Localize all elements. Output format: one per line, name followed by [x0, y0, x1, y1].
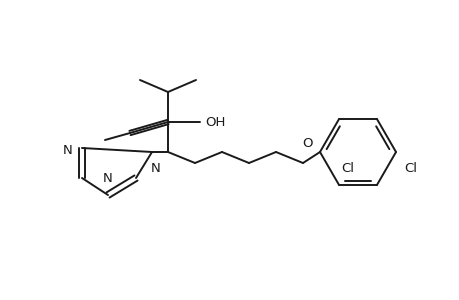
Text: O: O	[302, 137, 313, 150]
Text: OH: OH	[205, 116, 225, 128]
Text: N: N	[63, 143, 73, 157]
Text: N: N	[103, 172, 112, 185]
Text: Cl: Cl	[340, 162, 353, 175]
Text: N: N	[151, 162, 161, 175]
Text: Cl: Cl	[403, 162, 416, 175]
